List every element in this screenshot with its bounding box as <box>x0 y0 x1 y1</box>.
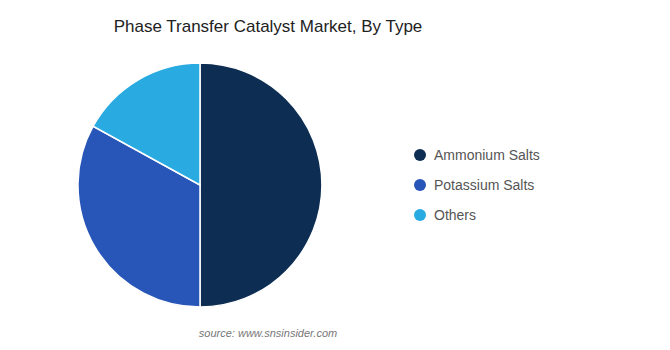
legend-label: Potassium Salts <box>434 177 534 193</box>
legend: Ammonium Salts Potassium Salts Others <box>414 147 540 223</box>
chart-container: Phase Transfer Catalyst Market, By Type A… <box>0 0 670 350</box>
legend-marker <box>414 209 426 221</box>
pie-slice <box>93 63 200 185</box>
legend-label: Ammonium Salts <box>434 147 540 163</box>
pie <box>78 63 322 307</box>
title: Phase Transfer Catalyst Market, By Type <box>114 17 423 36</box>
legend-label: Others <box>434 207 476 223</box>
pie-slice <box>200 63 322 307</box>
source-note: source: www.snsinsider.com <box>199 327 337 339</box>
legend-marker <box>414 179 426 191</box>
chart: Phase Transfer Catalyst Market, By Type A… <box>0 0 670 350</box>
legend-marker <box>414 149 426 161</box>
